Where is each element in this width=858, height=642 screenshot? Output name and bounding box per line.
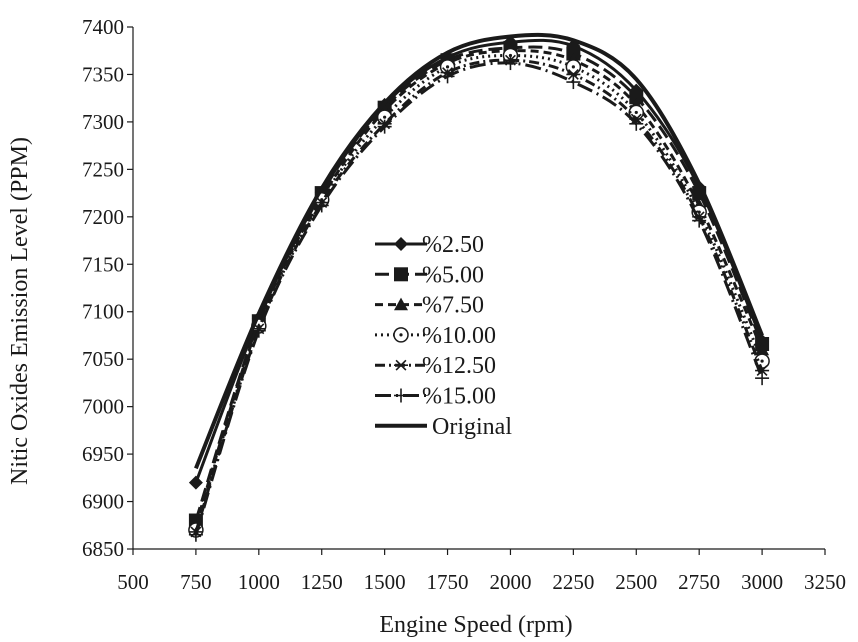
x-tick-label: 1750 [427, 570, 469, 594]
x-tick-label: 1500 [364, 570, 406, 594]
legend-marker-5 [394, 388, 408, 403]
marker-dot [383, 115, 387, 119]
y-tick-label: 7100 [82, 300, 124, 324]
legend-label-0: %2.50 [422, 232, 484, 258]
data-point-5 [692, 213, 707, 228]
marker-dot [399, 333, 403, 337]
legend-marker-4 [394, 359, 408, 371]
marker-stroke [395, 359, 407, 371]
marker-dot [760, 359, 764, 363]
marker-dot [571, 65, 575, 69]
data-point-5 [629, 116, 644, 131]
x-tick-label: 3250 [804, 570, 846, 594]
y-tick-label: 6900 [82, 490, 124, 514]
series-line-3 [194, 53, 764, 531]
legend: %2.50 %5.00 %7.50 %10.00 %12.50 %15.00 Origina… [375, 232, 512, 440]
data-point-5 [566, 75, 581, 90]
y-tick-label: 7350 [82, 62, 124, 86]
series-line-2 [194, 49, 764, 526]
y-tick-label: 7050 [82, 347, 124, 371]
legend-label-3: %10.00 [422, 323, 496, 349]
x-tick-label: 1250 [301, 570, 343, 594]
x-tick-label: 750 [180, 570, 212, 594]
legend-marker-2 [394, 297, 408, 311]
legend-label-1: %5.00 [422, 262, 484, 288]
data-point-5 [377, 119, 392, 134]
data-point-5 [188, 527, 203, 542]
x-tick-label: 3000 [741, 570, 783, 594]
data-point-5 [503, 56, 518, 71]
legend-label-2: %7.50 [422, 293, 484, 319]
series-line-6 [194, 32, 764, 470]
y-tick-label: 7000 [82, 395, 124, 419]
x-tick-label: 1000 [238, 570, 280, 594]
data-point-5 [314, 198, 329, 213]
data-point-0 [188, 475, 203, 490]
series-line-5 [194, 61, 764, 536]
data-point-1 [629, 90, 644, 105]
data-point-5 [755, 371, 770, 386]
y-tick-label: 6850 [82, 537, 124, 561]
y-tick-label: 7400 [82, 15, 124, 39]
marker-stroke [567, 68, 579, 80]
x-tick-label: 2750 [678, 570, 720, 594]
y-tick-label: 7150 [82, 252, 124, 276]
legend-label-4: %12.50 [422, 353, 496, 379]
y-tick-label: 7250 [82, 157, 124, 181]
y-tick-label: 6950 [82, 442, 124, 466]
data-point-4 [566, 68, 581, 80]
legend-marker-1 [394, 267, 408, 282]
marker-dot [634, 110, 638, 115]
marker-dot [445, 65, 450, 69]
series-line-4 [194, 58, 764, 533]
legend-label-5: %15.00 [422, 384, 496, 410]
plot-area [188, 32, 770, 542]
axes: 6850 6900 6950 7000 7050 7100 7150 7200 7250 7300… [82, 15, 846, 594]
y-axis-title: Nitic Oxides Emission Level (PPM) [7, 137, 33, 485]
series-line-1 [194, 45, 764, 521]
data-point-5 [440, 69, 455, 84]
x-tick-label: 500 [117, 570, 149, 594]
legend-marker-0 [394, 237, 408, 251]
data-point-5 [251, 323, 266, 338]
x-tick-label: 2500 [615, 570, 657, 594]
y-tick-label: 7300 [82, 110, 124, 134]
marker-dot [508, 53, 513, 58]
x-tick-label: 2250 [552, 570, 594, 594]
marker-dot [697, 210, 701, 214]
x-axis-title: Engine Speed (rpm) [379, 612, 572, 638]
y-tick-label: 7200 [82, 205, 124, 229]
data-point-2 [755, 342, 770, 356]
legend-label-6: Original [432, 414, 512, 440]
x-tick-label: 2000 [489, 570, 531, 594]
legend-marker-3 [393, 327, 409, 343]
